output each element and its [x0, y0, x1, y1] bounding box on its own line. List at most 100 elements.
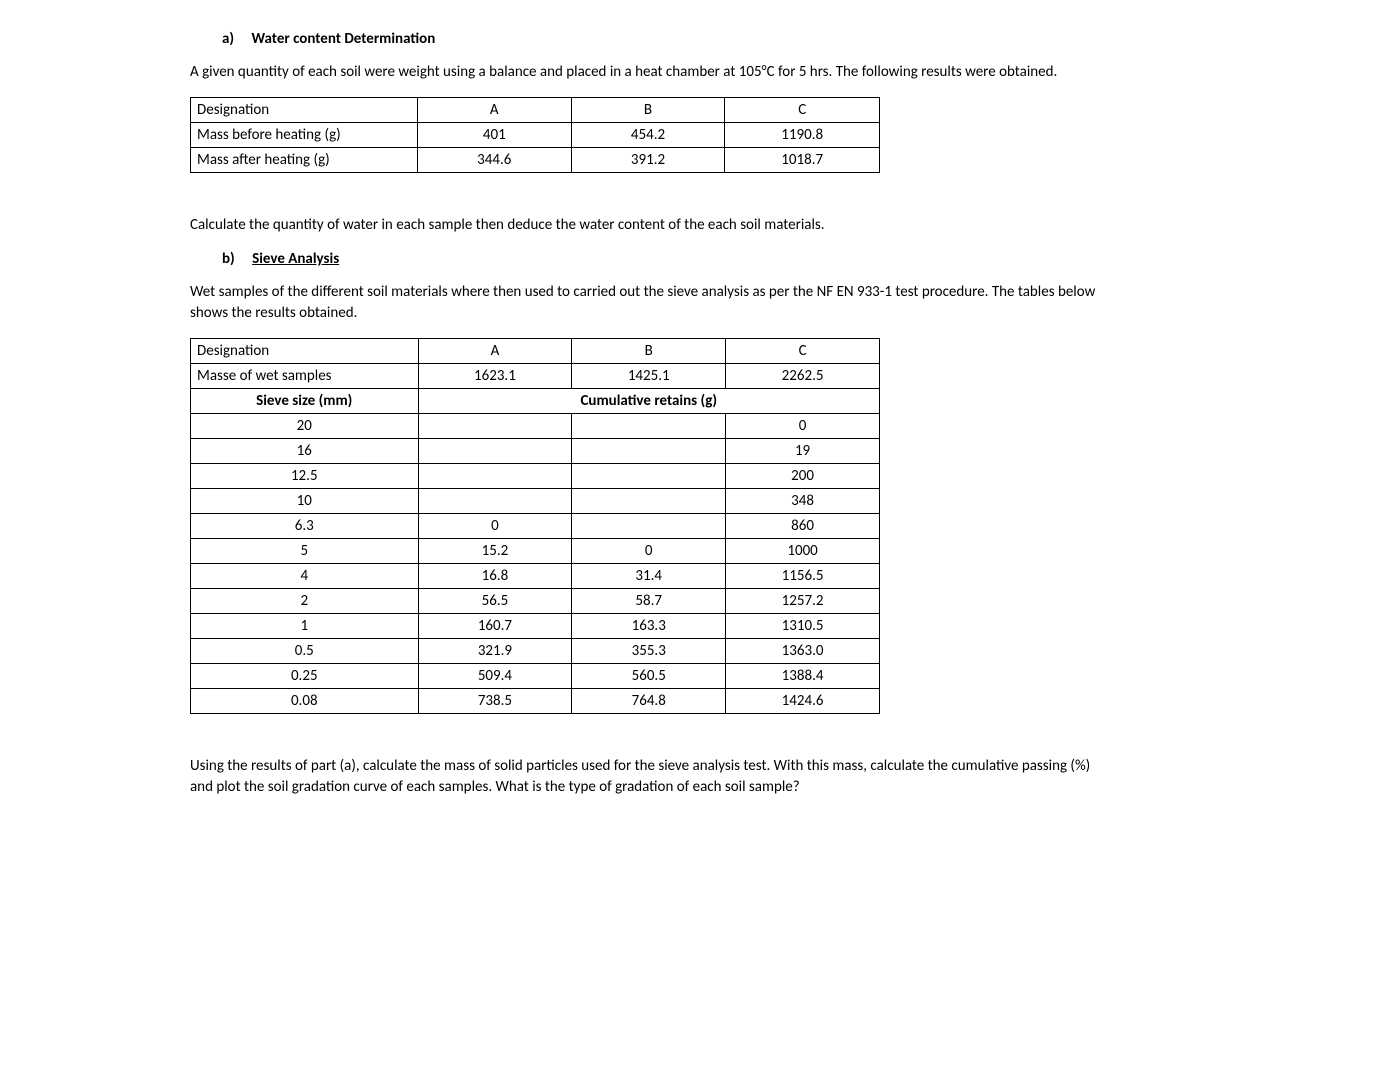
- sieve-analysis-table: DesignationABCMasse of wet samples1623.1…: [190, 338, 880, 714]
- table-cell: 344.6: [417, 148, 571, 173]
- table-cell: B: [571, 98, 725, 123]
- table-cell: A: [418, 339, 572, 364]
- table-cell: 1018.7: [725, 148, 880, 173]
- table-cell: 0: [418, 514, 572, 539]
- table-cell: [572, 439, 726, 464]
- table-cell: [572, 414, 726, 439]
- sieve-size-cell: 4: [191, 564, 419, 589]
- sieve-size-header: Sieve size (mm): [191, 389, 419, 414]
- table-row: 12.5 200: [191, 464, 880, 489]
- cumulative-retains-header: Cumulative retains (g): [418, 389, 879, 414]
- table-cell: 200: [726, 464, 880, 489]
- section-b-heading: b) Sieve Analysis: [222, 250, 1110, 268]
- table-cell: [418, 439, 572, 464]
- table-cell: 2262.5: [726, 364, 880, 389]
- table-row: 20 0: [191, 414, 880, 439]
- section-a-title: Water content Determination: [251, 30, 435, 48]
- section-a-intro: A given quantity of each soil were weigh…: [190, 62, 1110, 83]
- table-cell: 321.9: [418, 639, 572, 664]
- sieve-size-cell: 5: [191, 539, 419, 564]
- table-cell: Designation: [191, 98, 418, 123]
- table-cell: 31.4: [572, 564, 726, 589]
- table-cell: 0: [726, 414, 880, 439]
- table-row: 1619: [191, 439, 880, 464]
- table-cell: 15.2: [418, 539, 572, 564]
- table-row: 0.25509.4560.51388.4: [191, 664, 880, 689]
- table-cell: 355.3: [572, 639, 726, 664]
- table-cell: 860: [726, 514, 880, 539]
- table-row: 0.08738.5764.81424.6: [191, 689, 880, 714]
- section-b-intro: Wet samples of the different soil materi…: [190, 282, 1110, 324]
- table-cell: B: [572, 339, 726, 364]
- sieve-size-cell: 16: [191, 439, 419, 464]
- table-cell: 1363.0: [726, 639, 880, 664]
- table-cell: C: [726, 339, 880, 364]
- table-row: 0.5321.9355.31363.0: [191, 639, 880, 664]
- table-row: 1160.7163.31310.5: [191, 614, 880, 639]
- table-cell: 56.5: [418, 589, 572, 614]
- table-cell: [572, 464, 726, 489]
- table-cell: 1623.1: [418, 364, 572, 389]
- sieve-size-cell: 1: [191, 614, 419, 639]
- table-cell: 160.7: [418, 614, 572, 639]
- section-a-letter: a): [222, 30, 234, 48]
- table-cell: [418, 489, 572, 514]
- table-cell: Mass after heating (g): [191, 148, 418, 173]
- table-row: 515.201000: [191, 539, 880, 564]
- table-cell: 738.5: [418, 689, 572, 714]
- table-cell: 454.2: [571, 123, 725, 148]
- table-row: 10 348: [191, 489, 880, 514]
- table-cell: 1424.6: [726, 689, 880, 714]
- sieve-size-cell: 2: [191, 589, 419, 614]
- table-cell: 19: [726, 439, 880, 464]
- table-row: 416.831.41156.5: [191, 564, 880, 589]
- table-cell: [572, 489, 726, 514]
- table-row: Mass before heating (g)401454.21190.8: [191, 123, 880, 148]
- table-cell: 1257.2: [726, 589, 880, 614]
- section-b-instruction: Using the results of part (a), calculate…: [190, 756, 1110, 798]
- table-cell: 509.4: [418, 664, 572, 689]
- table-cell: 1156.5: [726, 564, 880, 589]
- sieve-size-cell: 0.25: [191, 664, 419, 689]
- table-row: Mass after heating (g)344.6391.21018.7: [191, 148, 880, 173]
- sieve-size-cell: 0.08: [191, 689, 419, 714]
- table-row: 6.30 860: [191, 514, 880, 539]
- table-cell: Designation: [191, 339, 419, 364]
- table-cell: 58.7: [572, 589, 726, 614]
- document-body: a) Water content Determination A given q…: [190, 30, 1110, 798]
- table-cell: 348: [726, 489, 880, 514]
- table-row: DesignationABC: [191, 98, 880, 123]
- section-a-instruction: Calculate the quantity of water in each …: [190, 215, 1110, 236]
- table-cell: C: [725, 98, 880, 123]
- table-row: Sieve size (mm)Cumulative retains (g): [191, 389, 880, 414]
- table-cell: 1190.8: [725, 123, 880, 148]
- table-cell: 401: [417, 123, 571, 148]
- table-cell: 16.8: [418, 564, 572, 589]
- table-cell: 163.3: [572, 614, 726, 639]
- section-b-letter: b): [222, 250, 235, 268]
- table-row: Masse of wet samples1623.11425.12262.5: [191, 364, 880, 389]
- table-cell: A: [417, 98, 571, 123]
- sieve-size-cell: 0.5: [191, 639, 419, 664]
- table-row: DesignationABC: [191, 339, 880, 364]
- water-content-table: DesignationABCMass before heating (g)401…: [190, 97, 880, 173]
- table-row: 256.558.71257.2: [191, 589, 880, 614]
- sieve-size-cell: 20: [191, 414, 419, 439]
- table-cell: Masse of wet samples: [191, 364, 419, 389]
- sieve-size-cell: 6.3: [191, 514, 419, 539]
- table-cell: 1425.1: [572, 364, 726, 389]
- table-cell: 764.8: [572, 689, 726, 714]
- table-cell: 391.2: [571, 148, 725, 173]
- table-cell: 1310.5: [726, 614, 880, 639]
- sieve-size-cell: 10: [191, 489, 419, 514]
- table-cell: [572, 514, 726, 539]
- table-cell: [418, 414, 572, 439]
- table-cell: 1000: [726, 539, 880, 564]
- sieve-size-cell: 12.5: [191, 464, 419, 489]
- table-cell: 560.5: [572, 664, 726, 689]
- section-b-title: Sieve Analysis: [252, 250, 339, 268]
- table-cell: Mass before heating (g): [191, 123, 418, 148]
- section-a-heading: a) Water content Determination: [222, 30, 1110, 48]
- table-cell: 1388.4: [726, 664, 880, 689]
- table-cell: [418, 464, 572, 489]
